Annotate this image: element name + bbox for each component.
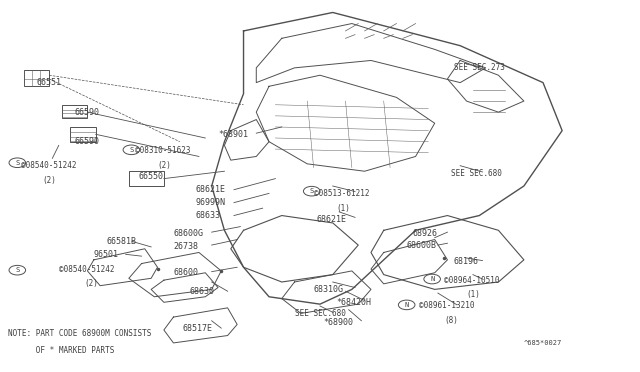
Text: 66550: 66550: [138, 172, 163, 181]
Text: N: N: [430, 276, 435, 282]
Text: ©08540-51242: ©08540-51242: [59, 264, 114, 273]
Bar: [70, 127, 96, 142]
Text: S: S: [310, 188, 314, 194]
Text: (2): (2): [84, 279, 98, 288]
Text: NOTE: PART CODE 68900M CONSISTS: NOTE: PART CODE 68900M CONSISTS: [8, 329, 151, 338]
Text: SEE SEC.273: SEE SEC.273: [454, 63, 505, 72]
Text: 68600: 68600: [173, 268, 198, 277]
Text: (8): (8): [444, 316, 458, 325]
Text: (2): (2): [43, 176, 57, 185]
Text: 68600G: 68600G: [173, 230, 204, 238]
Text: 66551: 66551: [36, 78, 61, 87]
Text: 26738: 26738: [173, 243, 198, 251]
Text: ©08310-51623: ©08310-51623: [135, 147, 191, 155]
Text: OF * MARKED PARTS: OF * MARKED PARTS: [8, 346, 114, 355]
Text: ©08540-51242: ©08540-51242: [20, 161, 76, 170]
Text: 68926: 68926: [412, 230, 437, 238]
Text: ©08961-13210: ©08961-13210: [419, 301, 474, 311]
Text: *68900: *68900: [323, 318, 353, 327]
Text: 96501: 96501: [94, 250, 119, 259]
Text: S: S: [15, 160, 19, 166]
Text: 66581B: 66581B: [106, 237, 136, 246]
Text: SEE SEC.680: SEE SEC.680: [451, 169, 502, 177]
Text: 68621E: 68621E: [317, 215, 347, 224]
Text: SEE SEC.680: SEE SEC.680: [294, 309, 346, 318]
Text: ©08513-61212: ©08513-61212: [314, 189, 369, 198]
Bar: [24, 70, 49, 86]
Text: (1): (1): [336, 203, 350, 213]
Text: 66590: 66590: [75, 108, 100, 117]
Bar: [62, 105, 88, 118]
Text: 68600B: 68600B: [406, 241, 436, 250]
Text: 68621E: 68621E: [196, 185, 226, 194]
Text: *68901: *68901: [218, 130, 248, 139]
Text: (1): (1): [467, 291, 481, 299]
Bar: [129, 171, 164, 186]
Text: 66590: 66590: [75, 137, 100, 146]
Text: 68630: 68630: [189, 287, 214, 296]
Text: 68517E: 68517E: [183, 324, 213, 333]
Text: (2): (2): [157, 161, 172, 170]
Text: ^685*0027: ^685*0027: [524, 340, 562, 346]
Text: *68420H: *68420H: [336, 298, 371, 307]
Text: 68633: 68633: [196, 211, 221, 220]
Text: N: N: [404, 302, 409, 308]
Text: 96999N: 96999N: [196, 198, 226, 207]
Text: S: S: [129, 147, 134, 153]
Text: S: S: [15, 267, 19, 273]
Text: 68196: 68196: [454, 257, 479, 266]
Text: 68310G: 68310G: [314, 285, 344, 294]
Text: ©08964-10510: ©08964-10510: [444, 276, 500, 285]
